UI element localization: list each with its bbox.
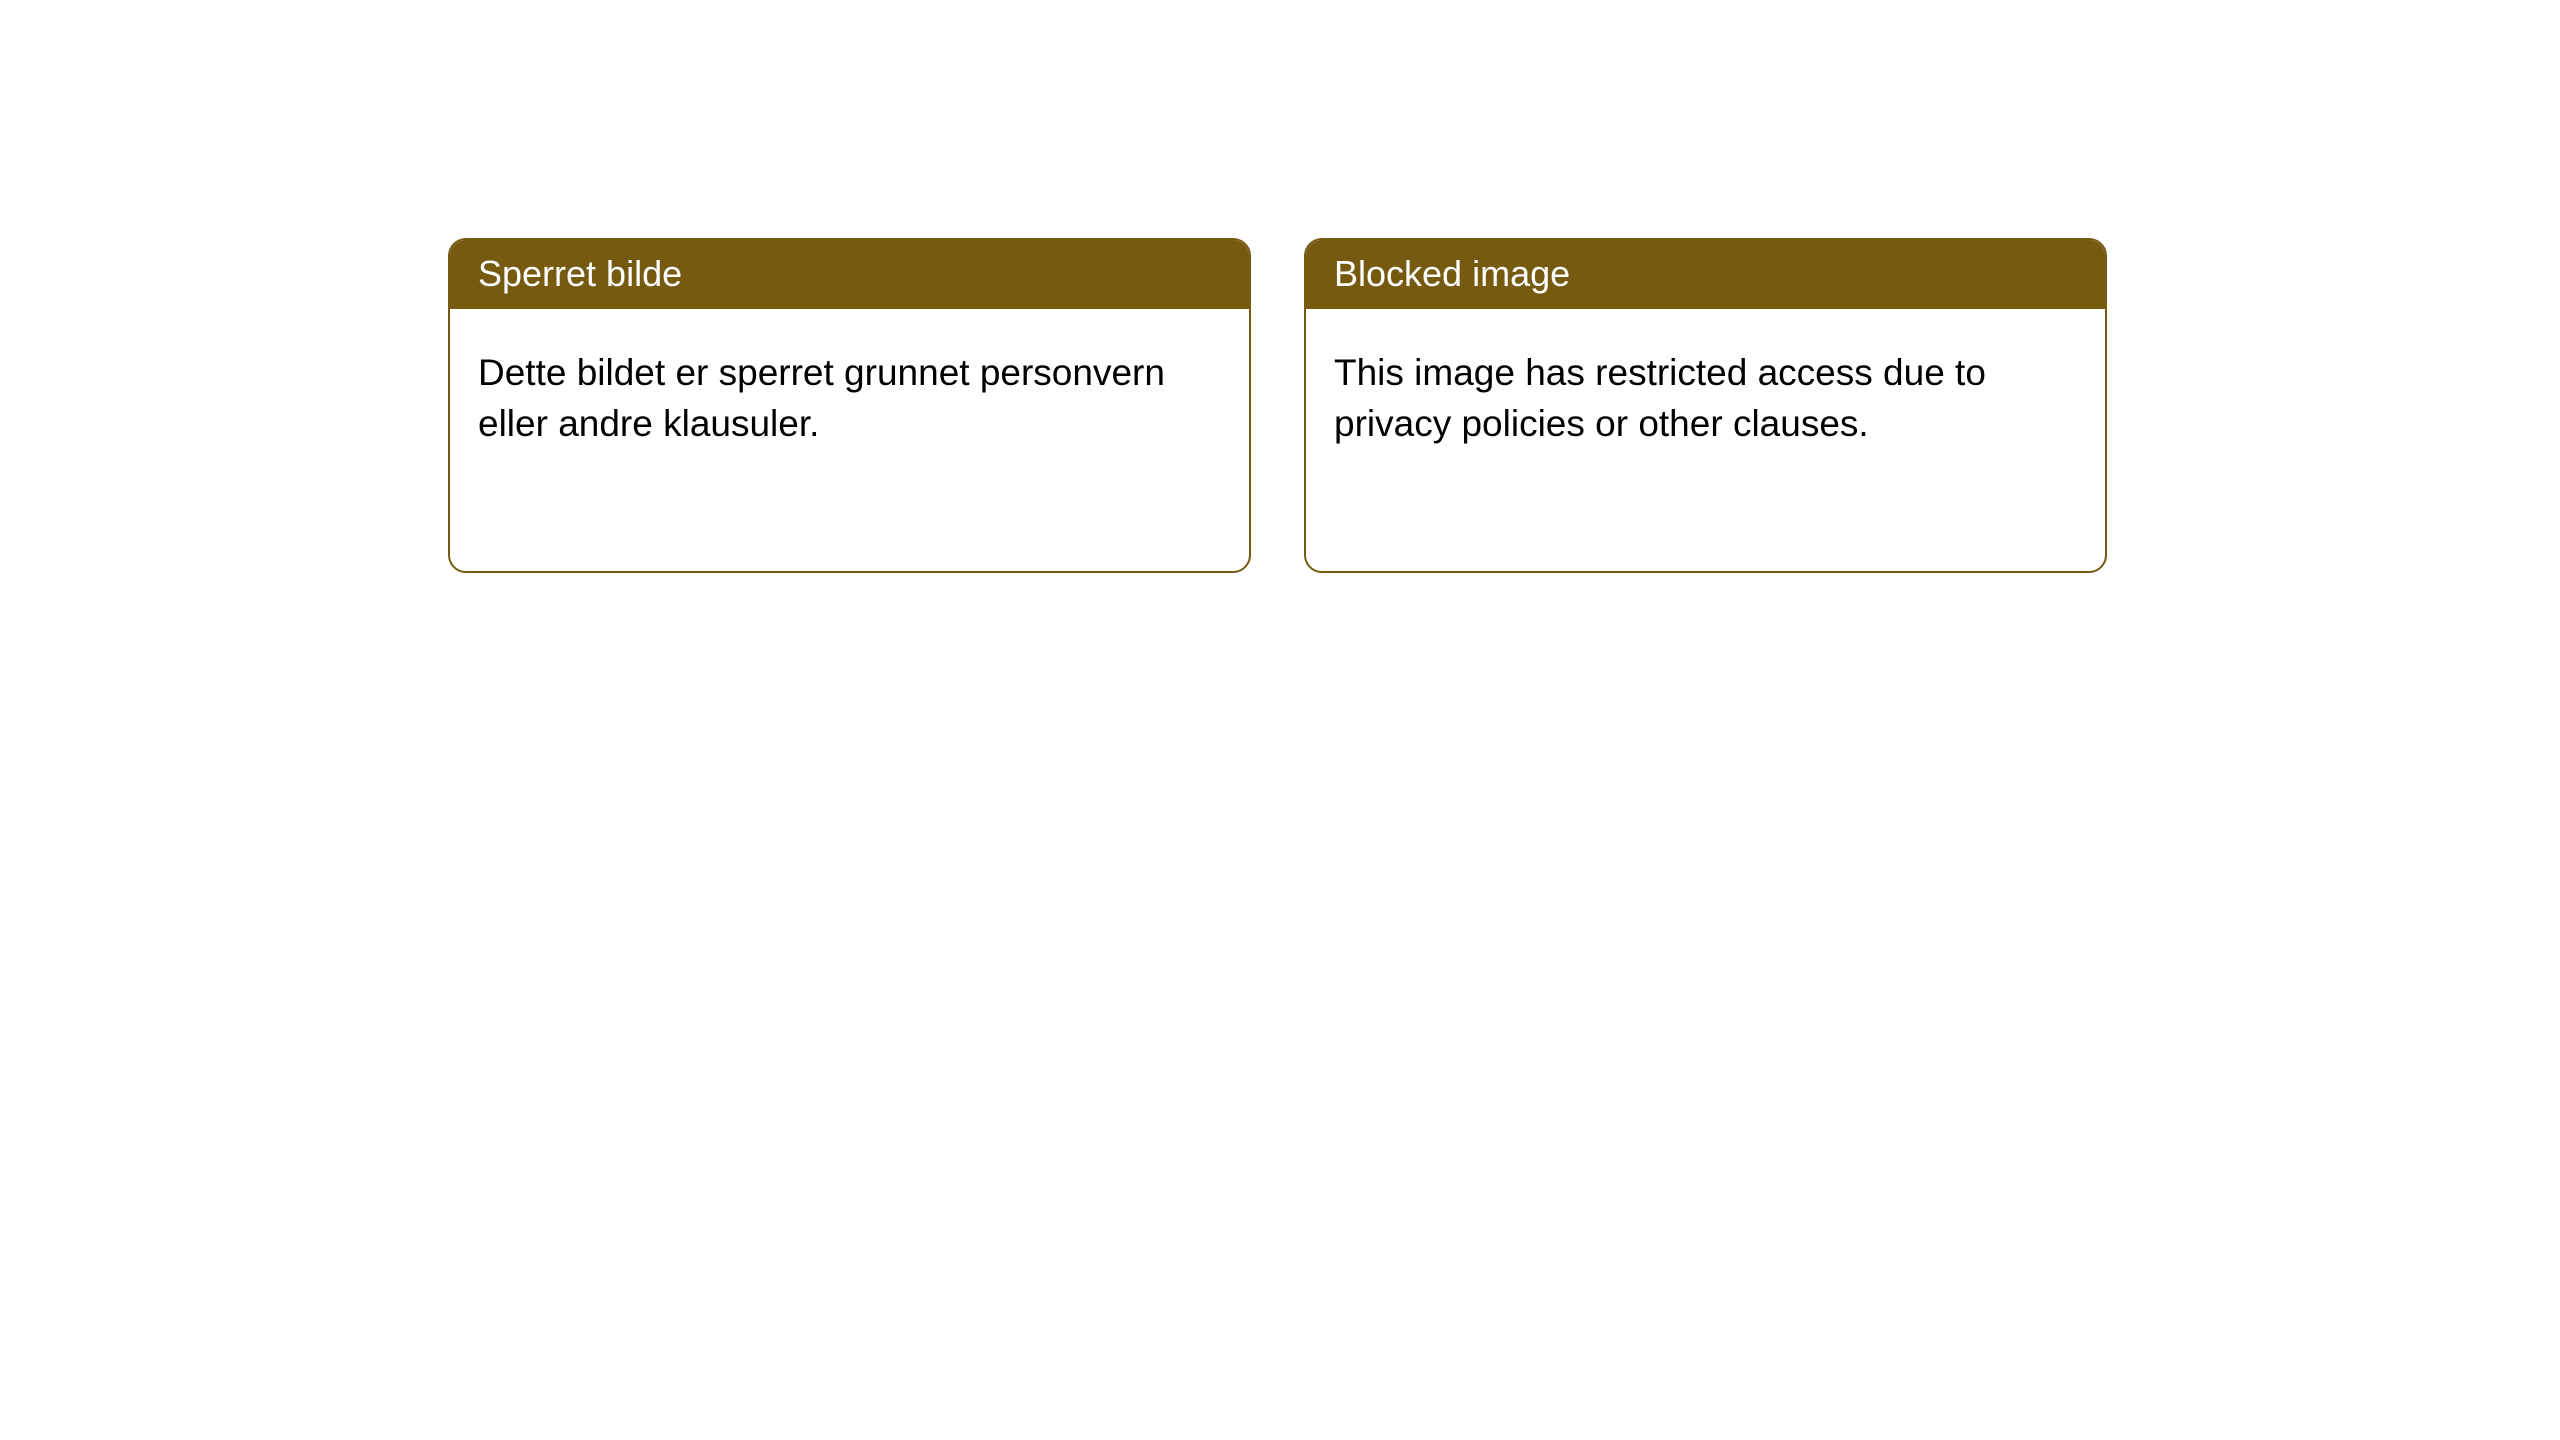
notice-container: Sperret bilde Dette bildet er sperret gr…	[448, 238, 2107, 573]
notice-body: This image has restricted access due to …	[1306, 309, 2105, 487]
notice-body: Dette bildet er sperret grunnet personve…	[450, 309, 1249, 487]
notice-card-norwegian: Sperret bilde Dette bildet er sperret gr…	[448, 238, 1251, 573]
notice-header: Blocked image	[1306, 240, 2105, 309]
notice-header: Sperret bilde	[450, 240, 1249, 309]
notice-card-english: Blocked image This image has restricted …	[1304, 238, 2107, 573]
